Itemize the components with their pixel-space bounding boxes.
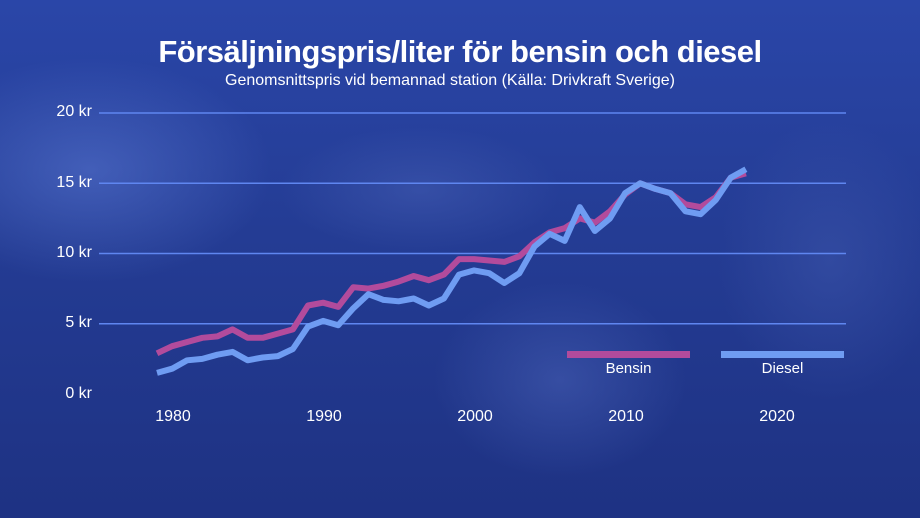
y-tick-0: 0 kr xyxy=(65,385,92,402)
x-tick-2000: 2000 xyxy=(457,408,493,425)
series-line-diesel xyxy=(156,166,748,376)
y-tick-10: 10 kr xyxy=(56,244,92,261)
y-tick-5: 5 kr xyxy=(65,314,92,331)
chart-title: Försäljningspris/liter för bensin och di… xyxy=(158,34,762,69)
legend-label-bensin: Bensin xyxy=(605,360,652,377)
gridlines xyxy=(99,112,846,325)
legend-label-diesel: Diesel xyxy=(761,360,804,377)
x-tick-1990: 1990 xyxy=(306,408,342,425)
chart-subtitle: Genomsnittspris vid bemannad station (Kä… xyxy=(225,72,675,89)
x-tick-1980: 1980 xyxy=(155,408,191,425)
x-tick-2010: 2010 xyxy=(608,408,644,425)
y-tick-15: 15 kr xyxy=(56,174,92,191)
legend-swatch-bensin xyxy=(567,351,690,358)
legend-swatch-diesel xyxy=(721,351,844,358)
x-tick-2020: 2020 xyxy=(759,408,795,425)
series-line-bensin xyxy=(155,170,747,357)
y-tick-20: 20 kr xyxy=(56,103,92,120)
